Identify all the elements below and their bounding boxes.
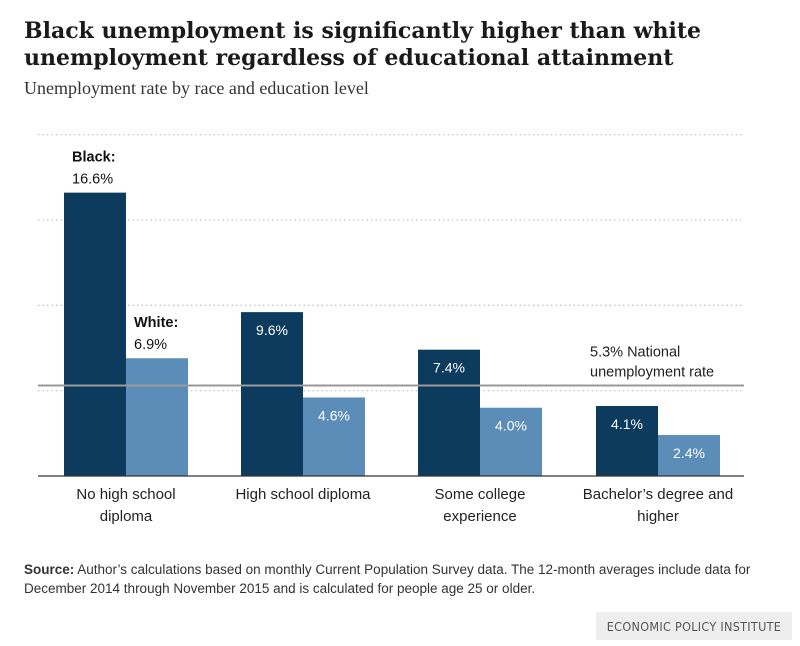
legend-black-value: 16.6%	[72, 172, 113, 188]
bar-chart: 9.6% 7.4% 4.1% 4.6% 4.0% 2.4% Black: 16.6% White…	[38, 133, 744, 525]
source-label: Source:	[24, 562, 75, 577]
bar-value-label: 4.0%	[495, 418, 527, 434]
category-label: diploma	[100, 508, 153, 525]
bar-black	[241, 312, 303, 476]
chart-title: Black unemployment is significantly high…	[24, 18, 702, 71]
bar-value-label: 7.4%	[433, 360, 465, 376]
bar-white	[126, 358, 188, 476]
bar-value-label: 9.6%	[256, 322, 288, 338]
bar-black	[596, 406, 658, 476]
legend-white-label: White:	[134, 315, 178, 331]
bar-white	[303, 397, 365, 476]
legend-white-value: 6.9%	[134, 337, 167, 353]
source-text: Author’s calculations based on monthly C…	[24, 562, 751, 596]
category-label: High school diploma	[235, 486, 371, 503]
bar-value-label: 2.4%	[673, 445, 705, 461]
bar-value-label: 4.1%	[611, 416, 643, 432]
national-rate-label: 5.3% National	[590, 345, 680, 361]
category-label: No high school	[76, 486, 175, 503]
legend-black-label: Black:	[72, 150, 116, 166]
brand-logo: ECONOMIC POLICY INSTITUTE	[596, 612, 792, 640]
category-label: Some college	[435, 486, 526, 503]
category-label: experience	[443, 508, 516, 525]
bar-white	[658, 435, 720, 476]
bar-black	[64, 192, 126, 476]
chart-subtitle: Unemployment rate by race and education …	[24, 78, 369, 98]
source-note: Source: Author’s calculations based on m…	[24, 560, 764, 598]
category-label: higher	[637, 508, 679, 525]
category-label: Bachelor’s degree and	[583, 486, 733, 503]
national-rate-label: unemployment rate	[590, 365, 714, 381]
bar-white	[480, 407, 542, 476]
bar-black	[418, 349, 480, 476]
bar-value-label: 4.6%	[318, 407, 350, 423]
